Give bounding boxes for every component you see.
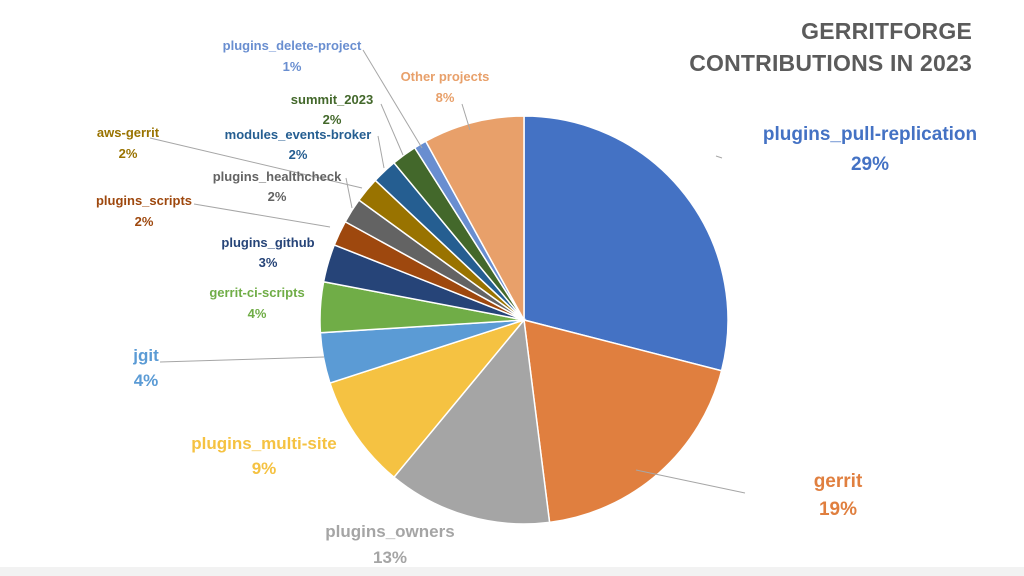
slice-name-label: plugins_healthcheck: [213, 169, 342, 184]
pie-slice-plugins-owners: [392, 318, 551, 525]
slice-name-label: modules_events-broker: [225, 127, 372, 142]
pie-slice-gerrit: [523, 318, 723, 524]
leader-line: [193, 203, 331, 228]
leader-line: [461, 103, 471, 131]
slice-name-label: plugins_delete-project: [223, 38, 362, 53]
slice-name-label: plugins_owners: [325, 522, 454, 541]
slice-percent-label: 8%: [436, 90, 455, 105]
leader-line: [377, 135, 385, 169]
slice-percent-label: 13%: [373, 548, 407, 567]
slice-percent-label: 2%: [289, 147, 308, 162]
slice-name-label: aws-gerrit: [97, 125, 160, 140]
bottom-strip: [0, 567, 1024, 576]
slice-percent-label: 29%: [851, 154, 889, 175]
chart-title-line-2: CONTRIBUTIONS IN 2023: [689, 50, 972, 76]
slice-labels: plugins_pull-replication 29% gerrit 19% plug…: [96, 38, 977, 567]
leader-line: [149, 137, 363, 189]
leader-line: [362, 49, 423, 149]
pie-slice-plugins-multi-site: [329, 318, 527, 479]
leader-line: [715, 155, 723, 159]
slice-name-label: Other projects: [401, 69, 490, 84]
slice-name-label: plugins_github: [221, 235, 314, 250]
slice-percent-label: 3%: [259, 255, 278, 270]
slice-percent-label: 4%: [134, 371, 159, 390]
slice-percent-label: 2%: [119, 146, 138, 161]
slice-percent-label: 9%: [252, 459, 277, 478]
slice-percent-label: 2%: [268, 189, 287, 204]
chart-title-line-1: GERRITFORGE: [801, 18, 972, 44]
slice-name-label: plugins_multi-site: [191, 434, 336, 453]
leader-line: [159, 356, 325, 363]
leader-lines: [149, 49, 746, 494]
slice-name-label: plugins_pull-replication: [763, 124, 977, 145]
slice-name-label: gerrit-ci-scripts: [209, 285, 304, 300]
slice-percent-label: 2%: [135, 214, 154, 229]
slice-percent-label: 2%: [323, 112, 342, 127]
slice-percent-label: 1%: [283, 59, 302, 74]
leader-line: [380, 103, 404, 156]
slice-name-label: plugins_scripts: [96, 193, 192, 208]
leader-line: [345, 177, 353, 209]
slice-percent-label: 19%: [819, 499, 857, 520]
pie-slice-other-projects: [424, 115, 525, 321]
pie-slice-plugins-pull-replication: [523, 115, 729, 372]
pie-slices: [319, 115, 729, 525]
slice-name-label: gerrit: [814, 471, 863, 492]
slice-percent-label: 4%: [248, 306, 267, 321]
slice-name-label: jgit: [132, 346, 159, 365]
slice-name-label: summit_2023: [291, 92, 373, 107]
leader-line: [635, 469, 746, 494]
